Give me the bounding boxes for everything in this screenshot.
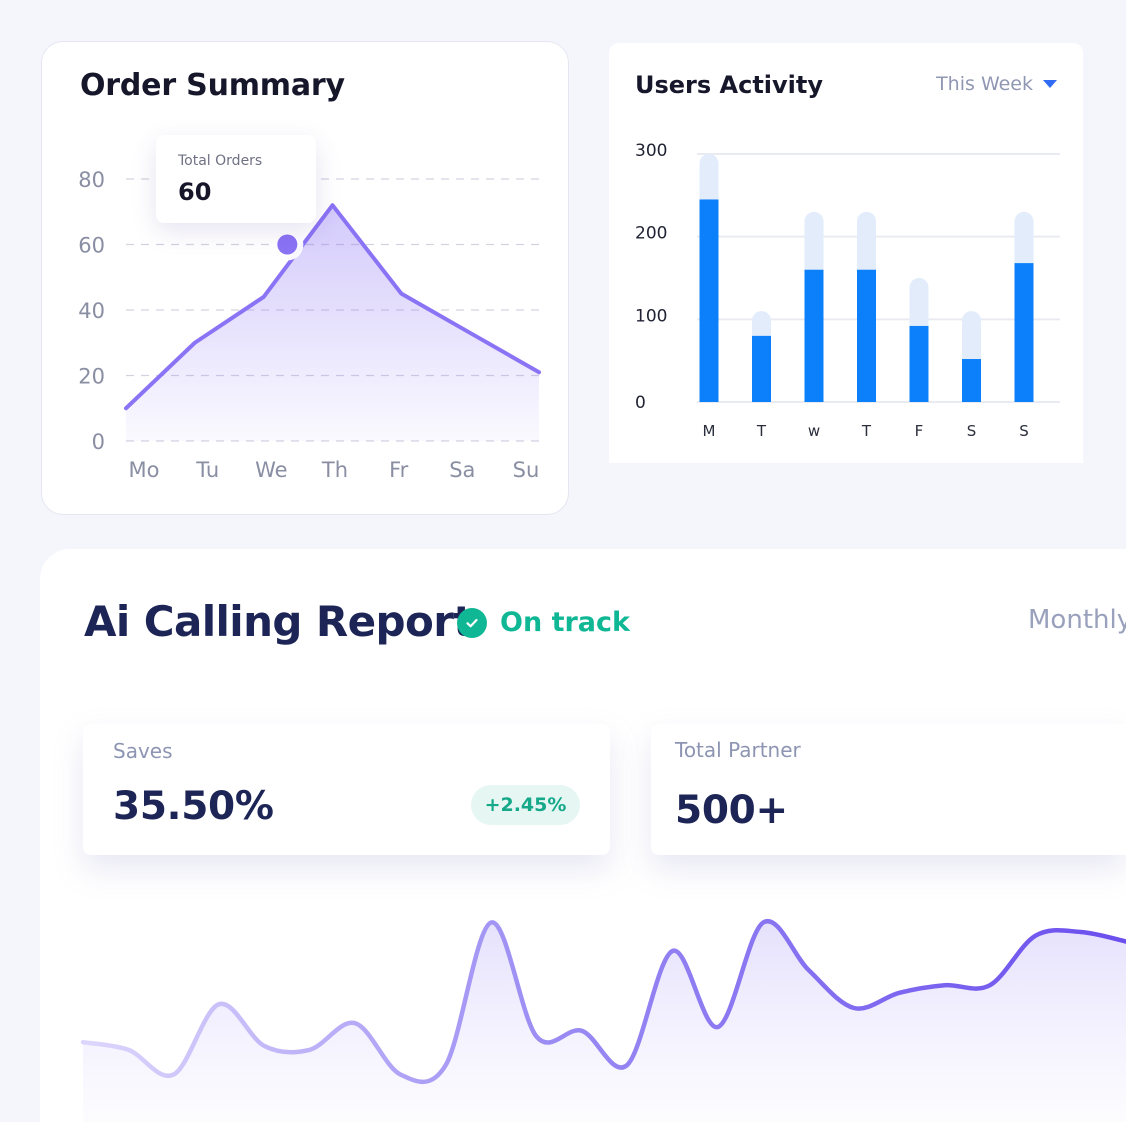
wave-series-line [80, 918, 1126, 1085]
check-circle-icon [457, 607, 487, 638]
order-summary-title: Order Summary [80, 68, 345, 103]
order-area-fill [126, 205, 539, 441]
y-tick-label: 0 [635, 393, 646, 413]
bar [962, 359, 981, 402]
report-title: Ai Calling Report [84, 597, 473, 646]
tooltip-label: Total Orders [178, 153, 263, 169]
x-tick-label: Th [321, 458, 348, 482]
saves-value: 35.50% [113, 784, 274, 829]
order-series-line [124, 203, 541, 411]
total-partner-value: 500+ [675, 788, 788, 833]
total-partner-stat-card: Total Partner 500+ [651, 724, 1126, 855]
period-selector[interactable]: Monthly [1028, 605, 1126, 635]
period-dropdown-label: This Week [936, 73, 1033, 95]
users-activity-title: Users Activity [635, 71, 824, 99]
status-text: On track [500, 607, 630, 638]
bar [909, 325, 929, 402]
highlight-point [277, 234, 298, 255]
x-tick-label: We [255, 458, 287, 482]
x-tick-label: F [915, 422, 924, 440]
period-dropdown[interactable]: This Week [936, 73, 1057, 95]
x-tick-label: Fr [389, 458, 409, 482]
x-tick-label: Mo [129, 458, 160, 482]
report-trend-chart [80, 918, 1126, 1122]
x-tick-label: Tu [195, 458, 219, 482]
x-tick-label: T [861, 422, 872, 440]
status-indicator: On track [457, 607, 630, 638]
x-tick-label: Su [513, 458, 540, 482]
y-tick-label: 200 [635, 224, 667, 244]
bar [804, 269, 824, 402]
ai-calling-report-card: Ai Calling Report On track Monthly Saves… [40, 549, 1126, 1122]
x-tick-label: w [808, 422, 820, 440]
x-tick-label: S [967, 422, 977, 440]
caret-down-icon [1043, 80, 1057, 88]
y-tick-label: 80 [78, 168, 105, 192]
tooltip-value: 60 [178, 178, 212, 206]
y-tick-label: 0 [92, 430, 105, 454]
y-tick-label: 60 [78, 234, 105, 258]
saves-stat-card: Saves 35.50% +2.45% [83, 724, 610, 855]
x-tick-label: T [756, 422, 767, 440]
bar [1014, 263, 1034, 402]
bar [752, 335, 771, 402]
y-tick-label: 40 [78, 299, 105, 323]
bar [857, 269, 876, 402]
total-orders-tooltip: Total Orders 60 [156, 135, 316, 223]
order-summary-card: 0 20 40 60 80 Mo Tu We Th Fr Sa Su Order Summary To… [41, 41, 569, 515]
order-summary-chart: 0 20 40 60 80 Mo Tu We Th Fr Sa Su [78, 168, 541, 482]
x-tick-label: Sa [449, 458, 475, 482]
y-tick-label: 100 [635, 306, 667, 326]
wave-area-fill [83, 921, 1126, 1122]
y-tick-label: 300 [635, 141, 667, 161]
x-tick-label: S [1019, 422, 1029, 440]
bar [699, 199, 719, 402]
y-tick-label: 20 [78, 365, 105, 389]
saves-label: Saves [113, 739, 173, 763]
x-tick-label: M [703, 422, 716, 440]
saves-change-badge: +2.45% [471, 785, 580, 825]
total-partner-label: Total Partner [675, 738, 801, 762]
